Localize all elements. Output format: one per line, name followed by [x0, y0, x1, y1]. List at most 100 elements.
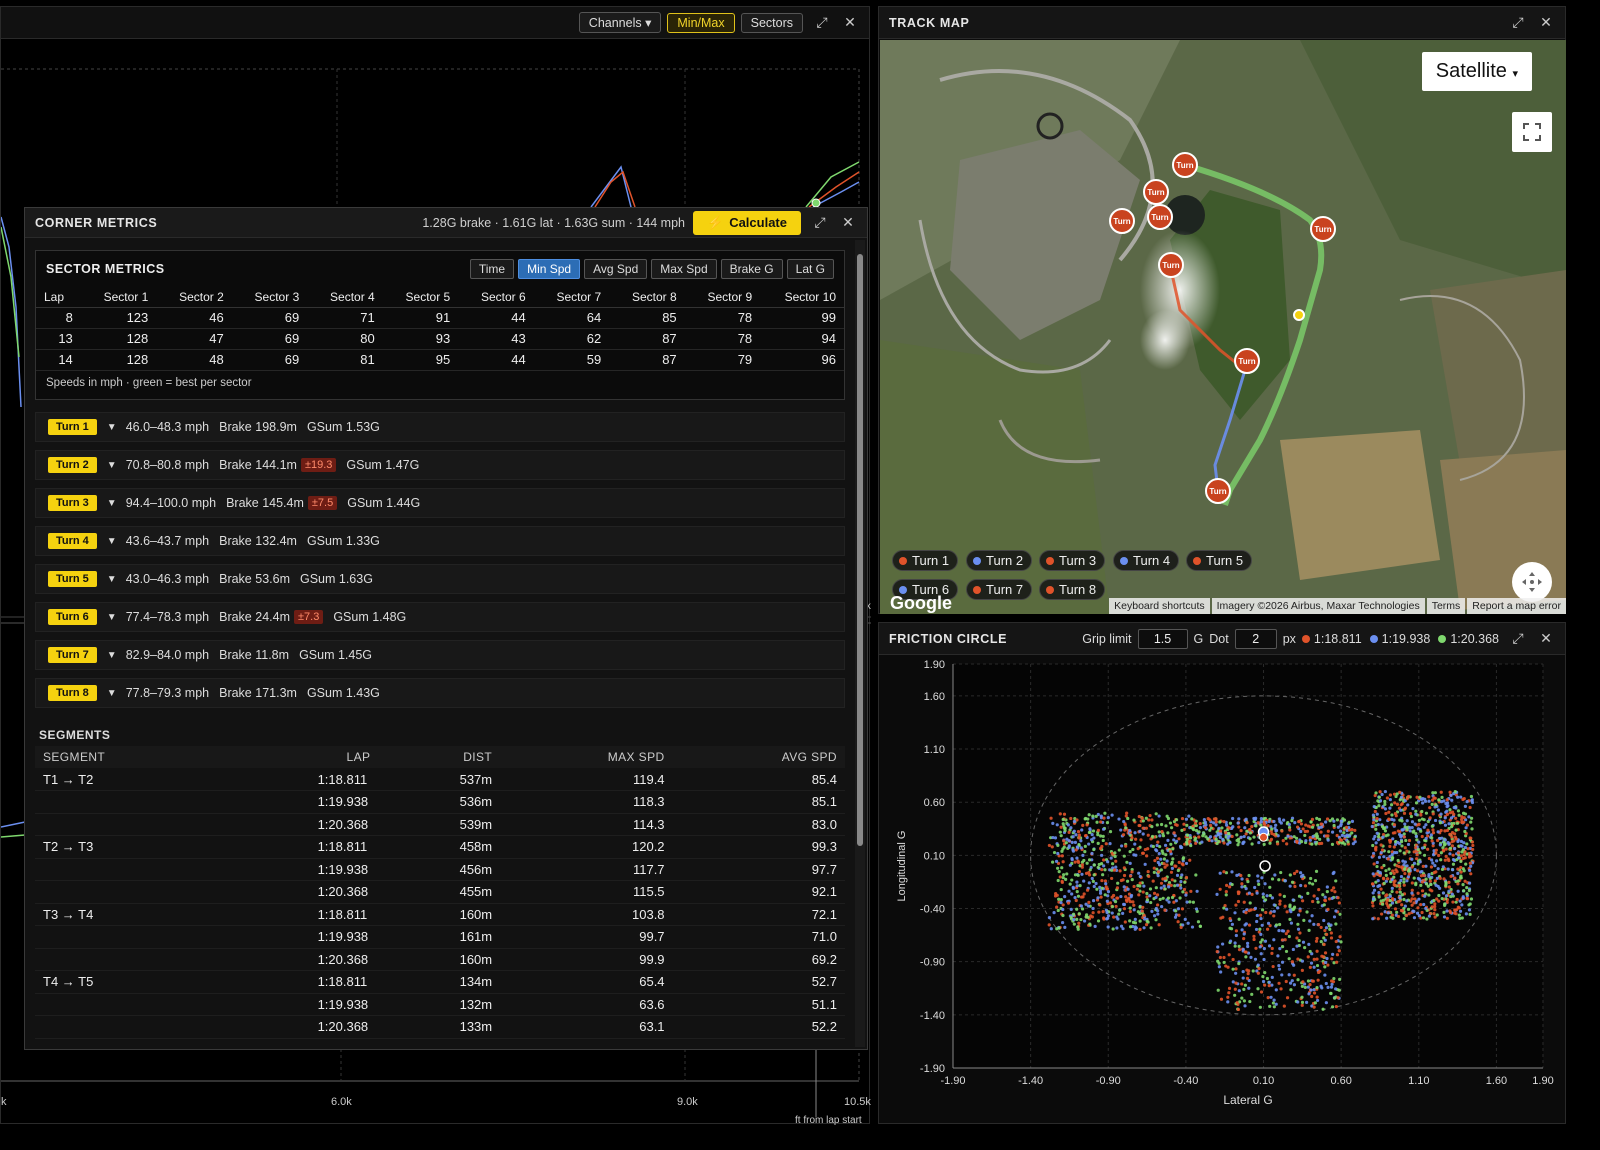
g-point	[1124, 895, 1128, 899]
g-point	[1119, 828, 1123, 832]
turn-row[interactable]: Turn 5 ▼ 43.0–46.3 mph Brake 53.6m GSum 1.63…	[35, 564, 845, 594]
tab-lat-g[interactable]: Lat G	[786, 259, 834, 279]
turn-row[interactable]: Turn 4 ▼ 43.6–43.7 mph Brake 132.4m GSum 1.3…	[35, 526, 845, 556]
segment-cell: T1 → T2	[35, 768, 218, 791]
g-point	[1134, 837, 1138, 841]
minmax-button[interactable]: Min/Max	[667, 12, 735, 33]
expand-icon[interactable]: ⤢	[814, 214, 826, 230]
tab-min-spd[interactable]: Min Spd	[518, 259, 581, 279]
grip-limit-input[interactable]: 1.5	[1137, 628, 1188, 649]
caret-down-icon[interactable]: ▼	[106, 687, 117, 699]
turn-marker[interactable]: Turn	[1234, 348, 1260, 374]
turn-row[interactable]: Turn 7 ▼ 82.9–84.0 mph Brake 11.8m GSum 1.45…	[35, 640, 845, 670]
attribution-link[interactable]: Keyboard shortcuts	[1109, 598, 1210, 614]
scrollbar-thumb[interactable]	[857, 254, 863, 846]
map-type-button[interactable]: Satellite ▾	[1421, 52, 1532, 91]
g-point	[1181, 856, 1186, 860]
g-point	[1450, 830, 1455, 835]
close-icon[interactable]: ✕	[844, 14, 856, 30]
g-point	[1230, 834, 1234, 839]
turn-chip[interactable]: Turn 2	[966, 550, 1033, 571]
turn-row[interactable]: Turn 2 ▼ 70.8–80.8 mph Brake 144.1m ±19.3 GSu…	[35, 450, 845, 480]
expand-icon[interactable]: ⤢	[816, 14, 828, 30]
brake-distance: Brake 24.4m	[219, 610, 290, 624]
turn-chip[interactable]: Turn 8	[1039, 579, 1106, 600]
g-point	[1449, 793, 1453, 798]
g-point	[1433, 818, 1438, 823]
turn-chip[interactable]: Turn 4	[1113, 550, 1180, 571]
gsum-value: GSum 1.53G	[306, 420, 380, 434]
turn-chip[interactable]: Turn 3	[1039, 550, 1106, 571]
tab-time[interactable]: Time	[469, 259, 515, 279]
turn-marker[interactable]: Turn	[1205, 478, 1231, 504]
turn-marker[interactable]: Turn	[1310, 216, 1336, 242]
sectors-button[interactable]: Sectors	[740, 12, 803, 33]
g-point	[1111, 893, 1116, 898]
caret-down-icon[interactable]: ▼	[106, 573, 117, 585]
caret-down-icon[interactable]: ▼	[106, 497, 117, 509]
g-point	[1257, 930, 1261, 934]
corner-metrics-header: CORNER METRICS 1.28G brake · 1.61G lat ·…	[25, 208, 867, 238]
calculate-button[interactable]: ⚡ Calculate	[693, 210, 801, 235]
g-point	[1051, 821, 1055, 825]
turn-chip[interactable]: Turn 5	[1186, 550, 1253, 571]
g-point	[1381, 876, 1386, 880]
turn-row[interactable]: Turn 1 ▼ 46.0–48.3 mph Brake 198.9m GSum 1.5…	[35, 412, 845, 442]
turn-row[interactable]: Turn 8 ▼ 77.8–79.3 mph Brake 171.3m GSum 1.4…	[35, 678, 845, 708]
g-point	[1432, 796, 1436, 800]
column-header: AVG SPD	[672, 746, 845, 768]
turn-marker[interactable]: Turn	[1143, 179, 1169, 205]
turn-chip-label: Turn 1	[912, 553, 950, 568]
caret-down-icon[interactable]: ▼	[106, 421, 117, 433]
caret-down-icon[interactable]: ▼	[106, 649, 117, 661]
expand-icon[interactable]: ⤢	[1512, 630, 1524, 646]
satellite-map[interactable]: Turn Turn Turn Turn Turn Turn Turn Turn Satelli…	[880, 40, 1566, 614]
lap-cell: 1:18.811	[217, 835, 379, 859]
tab-avg-spd[interactable]: Avg Spd	[584, 259, 648, 279]
g-point	[1237, 917, 1241, 921]
close-icon[interactable]: ✕	[842, 214, 854, 230]
caret-down-icon[interactable]: ▼	[106, 459, 117, 471]
turn-marker[interactable]: Turn	[1172, 152, 1198, 178]
turn-chip[interactable]: Turn 6	[892, 579, 959, 600]
turn-chip[interactable]: Turn 7	[966, 579, 1033, 600]
g-point	[1110, 813, 1114, 817]
g-point	[1417, 818, 1421, 822]
g-point	[1146, 833, 1150, 837]
fullscreen-icon[interactable]	[1512, 112, 1552, 152]
tab-brake-g[interactable]: Brake G	[720, 259, 783, 279]
g-point	[1223, 903, 1227, 908]
g-point	[1415, 853, 1419, 857]
g-point	[1288, 836, 1292, 840]
g-point	[1292, 973, 1296, 977]
attribution-link[interactable]: Report a map error	[1467, 598, 1566, 614]
g-point	[1392, 851, 1397, 855]
expand-icon[interactable]: ⤢	[1512, 14, 1524, 30]
g-point	[1304, 839, 1308, 843]
turn-row[interactable]: Turn 3 ▼ 94.4–100.0 mph Brake 145.4m ±7.5 GSu…	[35, 488, 845, 518]
close-icon[interactable]: ✕	[1540, 630, 1552, 646]
close-icon[interactable]: ✕	[1540, 14, 1552, 30]
dist-cell: 132m	[378, 993, 501, 1016]
g-point	[1413, 897, 1417, 901]
tab-max-spd[interactable]: Max Spd	[651, 259, 717, 279]
g-point	[1113, 854, 1117, 859]
turn-row[interactable]: Turn 6 ▼ 77.4–78.3 mph Brake 24.4m ±7.3 GSum …	[35, 602, 845, 632]
caret-down-icon[interactable]: ▼	[106, 535, 117, 547]
channels-button[interactable]: Channels ▾	[578, 12, 662, 33]
attribution-link[interactable]: Imagery ©2026 Airbus, Maxar Technologies	[1211, 598, 1425, 614]
dot-size-input[interactable]: 2	[1234, 628, 1277, 649]
turn-chip[interactable]: Turn 1	[892, 550, 959, 571]
caret-down-icon[interactable]: ▼	[106, 611, 117, 623]
scrollbar[interactable]	[855, 240, 865, 1047]
attribution-link[interactable]: Terms	[1426, 598, 1466, 614]
turn-marker[interactable]: Turn	[1109, 208, 1135, 234]
g-point	[1208, 823, 1213, 828]
g-point	[1316, 978, 1320, 982]
g-point	[1099, 834, 1103, 838]
g-point	[1460, 815, 1464, 819]
pan-control-icon[interactable]	[1512, 562, 1552, 602]
turn-marker[interactable]: Turn	[1147, 204, 1173, 230]
turn-marker[interactable]: Turn	[1158, 252, 1184, 278]
g-point	[1151, 844, 1155, 849]
